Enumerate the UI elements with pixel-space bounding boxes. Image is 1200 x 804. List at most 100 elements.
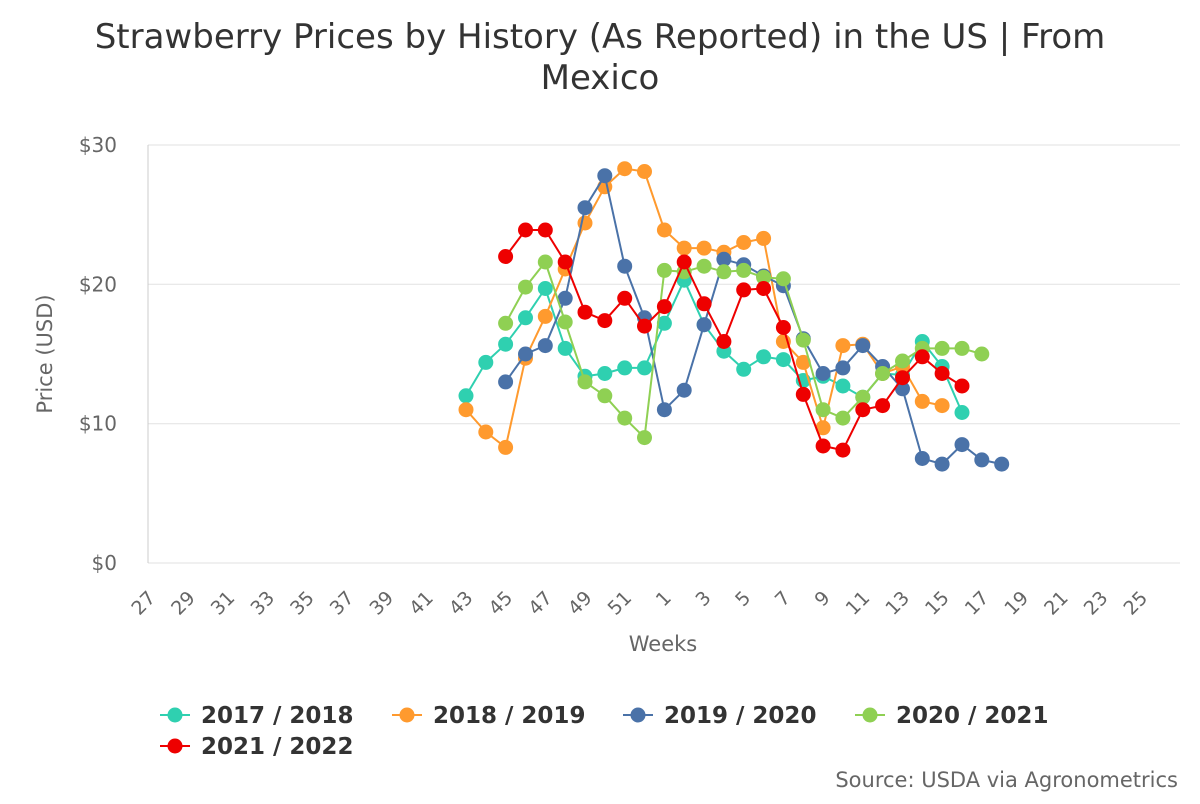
data-point[interactable] xyxy=(815,402,831,418)
data-point[interactable] xyxy=(537,338,553,354)
data-point[interactable] xyxy=(597,388,613,404)
data-point[interactable] xyxy=(498,374,514,390)
data-point[interactable] xyxy=(815,420,831,436)
data-point[interactable] xyxy=(537,308,553,324)
data-point[interactable] xyxy=(557,314,573,330)
data-point[interactable] xyxy=(696,296,712,312)
data-point[interactable] xyxy=(518,346,533,362)
data-point[interactable] xyxy=(815,438,831,454)
legend-item[interactable]: 2021 / 2022 xyxy=(160,734,353,760)
data-point[interactable] xyxy=(617,360,633,376)
data-point[interactable] xyxy=(795,386,811,402)
data-point[interactable] xyxy=(855,402,871,418)
legend-item[interactable]: 2019 / 2020 xyxy=(623,703,816,729)
data-point[interactable] xyxy=(736,262,752,278)
data-point[interactable] xyxy=(974,452,990,468)
data-point[interactable] xyxy=(498,249,514,264)
data-point[interactable] xyxy=(775,352,791,368)
data-point[interactable] xyxy=(994,456,1010,472)
data-point[interactable] xyxy=(954,405,970,420)
data-point[interactable] xyxy=(458,388,474,404)
data-point[interactable] xyxy=(756,281,772,296)
data-point[interactable] xyxy=(617,161,633,177)
data-point[interactable] xyxy=(597,366,613,381)
data-point[interactable] xyxy=(914,451,930,466)
data-point[interactable] xyxy=(954,378,970,394)
data-point[interactable] xyxy=(895,381,910,397)
data-point[interactable] xyxy=(478,424,494,440)
data-point[interactable] xyxy=(835,378,851,394)
data-point[interactable] xyxy=(637,430,652,446)
data-point[interactable] xyxy=(518,279,533,295)
data-point[interactable] xyxy=(954,437,970,453)
data-point[interactable] xyxy=(934,340,950,356)
data-point[interactable] xyxy=(934,456,950,472)
legend-item[interactable]: 2017 / 2018 xyxy=(160,703,353,729)
data-point[interactable] xyxy=(597,168,613,184)
data-point[interactable] xyxy=(934,366,950,381)
data-point[interactable] xyxy=(617,290,633,306)
data-point[interactable] xyxy=(895,353,910,369)
data-point[interactable] xyxy=(954,340,970,356)
data-point[interactable] xyxy=(914,349,930,365)
data-point[interactable] xyxy=(557,290,573,306)
data-point[interactable] xyxy=(855,338,871,354)
data-point[interactable] xyxy=(716,251,732,267)
data-point[interactable] xyxy=(716,264,732,280)
data-point[interactable] xyxy=(557,340,573,356)
data-point[interactable] xyxy=(656,299,672,315)
data-point[interactable] xyxy=(498,439,514,455)
data-point[interactable] xyxy=(934,398,950,414)
data-point[interactable] xyxy=(775,320,791,335)
data-point[interactable] xyxy=(458,402,474,418)
data-point[interactable] xyxy=(696,240,712,256)
data-point[interactable] xyxy=(815,366,831,381)
data-point[interactable] xyxy=(696,258,712,274)
data-point[interactable] xyxy=(498,315,514,331)
data-point[interactable] xyxy=(676,254,692,270)
data-point[interactable] xyxy=(875,366,891,381)
data-point[interactable] xyxy=(914,393,930,409)
data-point[interactable] xyxy=(895,370,910,386)
data-point[interactable] xyxy=(676,240,692,256)
data-point[interactable] xyxy=(756,230,772,246)
data-point[interactable] xyxy=(577,200,593,216)
data-point[interactable] xyxy=(597,313,613,329)
legend-item[interactable]: 2020 / 2021 xyxy=(855,703,1048,729)
data-point[interactable] xyxy=(756,269,772,285)
data-point[interactable] xyxy=(617,410,633,426)
data-point[interactable] xyxy=(577,304,593,320)
data-point[interactable] xyxy=(637,164,652,179)
data-point[interactable] xyxy=(656,222,672,238)
data-point[interactable] xyxy=(835,338,851,354)
data-point[interactable] xyxy=(557,254,573,270)
data-point[interactable] xyxy=(656,262,672,278)
data-point[interactable] xyxy=(775,271,791,287)
data-point[interactable] xyxy=(617,258,633,274)
data-point[interactable] xyxy=(716,334,732,349)
data-point[interactable] xyxy=(656,315,672,331)
data-point[interactable] xyxy=(736,282,752,298)
data-point[interactable] xyxy=(577,374,593,390)
data-point[interactable] xyxy=(676,382,692,398)
data-point[interactable] xyxy=(835,442,851,458)
data-point[interactable] xyxy=(537,254,553,270)
data-point[interactable] xyxy=(974,346,990,362)
data-point[interactable] xyxy=(637,318,652,334)
data-point[interactable] xyxy=(875,398,891,414)
data-point[interactable] xyxy=(537,222,553,238)
data-point[interactable] xyxy=(835,360,851,376)
data-point[interactable] xyxy=(637,360,652,376)
data-point[interactable] xyxy=(537,281,553,296)
data-point[interactable] xyxy=(696,317,712,333)
data-point[interactable] xyxy=(736,361,752,377)
data-point[interactable] xyxy=(478,354,494,370)
data-point[interactable] xyxy=(498,336,514,352)
data-point[interactable] xyxy=(795,332,811,348)
data-point[interactable] xyxy=(855,389,871,405)
data-point[interactable] xyxy=(736,235,752,250)
data-point[interactable] xyxy=(835,410,851,426)
data-point[interactable] xyxy=(656,402,672,418)
data-point[interactable] xyxy=(795,354,811,370)
data-point[interactable] xyxy=(518,310,533,326)
